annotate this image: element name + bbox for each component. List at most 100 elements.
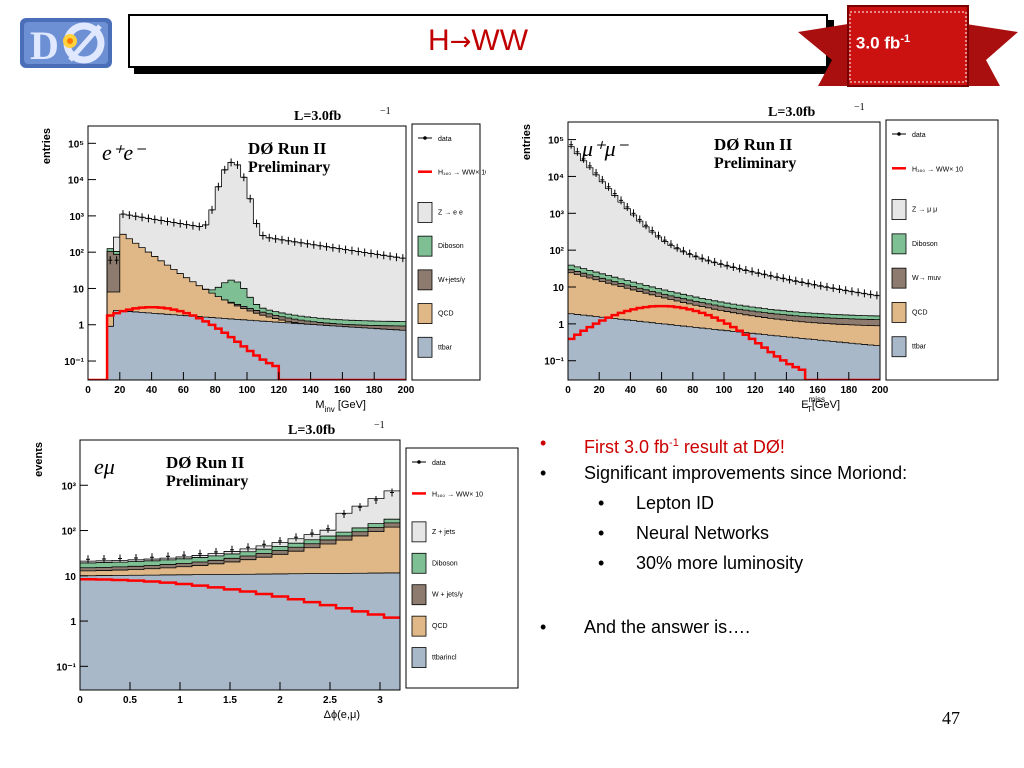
x-tick-label: 0.5	[123, 695, 137, 706]
bullet-text: Neural Networks	[636, 523, 770, 543]
status-label: Preliminary	[166, 473, 248, 490]
bullet-text: Lepton ID	[636, 493, 715, 513]
x-tick-label: 1	[177, 695, 183, 706]
svg-text:D: D	[30, 23, 59, 68]
bullet-dot: •	[598, 493, 605, 513]
x-tick-label: 160	[334, 385, 351, 396]
legend-swatch	[891, 233, 907, 255]
bullet-dot: •	[540, 433, 547, 453]
x-tick-label: 2	[277, 695, 283, 706]
y-tick-label: 10⁴	[548, 172, 564, 183]
page-number: 47	[942, 708, 960, 728]
plot-ee: 10⁵ 10⁴ 10³ 10² 10 1 10⁻¹ 0 20 40 60 80 100 120 140 160…	[36, 98, 486, 416]
d0-logo: D	[18, 14, 114, 72]
status-label: Preliminary	[248, 159, 330, 176]
plot-area	[568, 140, 880, 380]
x-tick-label: 200	[398, 385, 415, 396]
y-tick-label: 1	[558, 320, 564, 331]
plot-emu: 10³ 10² 10 1 10⁻¹ 0 0.5 1 1.5 2 2.5 3 L=3.0fb −1 eμ DØ …	[36, 412, 522, 730]
y-tick-label: 1	[70, 617, 76, 628]
x-tick-label: 120	[747, 385, 764, 396]
legend-swatch	[891, 267, 907, 289]
y-tick-label: 10	[65, 572, 77, 583]
y-tick-label: 10²	[70, 248, 85, 259]
legend-swatch	[411, 615, 427, 637]
bullet-item: • First 3.0 fb-1 result at DØ!	[540, 428, 1010, 458]
channel-label: e⁺e⁻	[102, 140, 147, 165]
channel-label: μ⁺μ⁻	[581, 136, 630, 161]
y-tick-label: 10	[73, 284, 85, 295]
x-tick-label: 140	[778, 385, 795, 396]
legend-data-dot	[897, 132, 901, 136]
y-tick-label: 10⁵	[548, 136, 564, 147]
y-axis-label: entries	[521, 124, 533, 160]
slide-title: H→WW	[427, 24, 529, 57]
lumi-label: L=3.0fb	[288, 423, 335, 438]
plot-area	[80, 488, 400, 690]
y-tick-label: 10³	[62, 481, 77, 492]
x-tick-label: 40	[625, 385, 637, 396]
x-tick-label: 200	[872, 385, 889, 396]
legend-label: Diboson	[912, 241, 938, 248]
legend-label: data	[912, 132, 926, 139]
legend-data-dot	[423, 136, 427, 140]
y-tick-label: 10⁻¹	[64, 357, 84, 368]
x-tick-label: 0	[77, 695, 83, 706]
legend-swatch	[411, 552, 427, 574]
bullet-text: Significant improvements since Moriond:	[584, 463, 908, 483]
legend-label: ttbarincl	[432, 655, 457, 662]
legend-label: Z → e e	[438, 209, 463, 216]
x-tick-label: 100	[716, 385, 733, 396]
y-tick-label: 10⁻¹	[544, 357, 564, 368]
x-tick-label: 80	[210, 385, 222, 396]
bullet-item: • Neural Networks	[540, 518, 1010, 548]
legend-label: data	[432, 460, 446, 467]
legend-swatch	[411, 521, 427, 543]
y-tick-label: 10²	[62, 527, 77, 538]
x-tick-label: 60	[656, 385, 668, 396]
plot-mumu: 10⁵ 10⁴ 10³ 10² 10 1 10⁻¹ 0 20 40 60 80 100 120 140 160…	[518, 98, 1004, 416]
x-tick-label: 100	[239, 385, 256, 396]
bullet-item	[540, 578, 1010, 612]
d0-logo-graphic: D	[20, 18, 112, 68]
x-tick-label: 0	[85, 385, 91, 396]
experiment-label: DØ Run II	[248, 139, 327, 158]
plot-frame	[79, 439, 401, 691]
bullet-item: • Significant improvements since Moriond:	[540, 458, 1010, 488]
x-axis-label: Emiss T[GeV]	[801, 395, 840, 414]
bullet-item: • And the answer is….	[540, 612, 1010, 642]
legend-label: W→ muν	[912, 275, 941, 282]
x-tick-label: 180	[840, 385, 857, 396]
legend-swatch	[411, 647, 427, 668]
y-tick-label: 10	[553, 283, 565, 294]
bullet-text: 30% more luminosity	[636, 553, 804, 573]
lumi-label: L=3.0fb	[768, 105, 815, 120]
bullet-text: First 3.0 fb-1 result at DØ!	[584, 437, 785, 457]
legend-data-dot	[417, 460, 421, 464]
x-tick-label: 20	[594, 385, 606, 396]
legend-swatch	[417, 336, 433, 358]
signal-line	[568, 304, 880, 380]
channel-label: eμ	[94, 454, 115, 479]
legend-swatch	[891, 199, 907, 220]
bullet-text: And the answer is….	[584, 617, 751, 637]
bullet-dot: •	[598, 523, 605, 543]
legend-swatch	[411, 584, 427, 606]
legend-label: QCD	[438, 311, 454, 318]
y-tick-label: 1	[78, 321, 84, 332]
legend-label: H₁₆₀ → WW× 10	[912, 166, 963, 173]
legend-label: Z → μ μ	[912, 207, 937, 214]
legend-label: H₁₆₀ → WW× 10	[438, 170, 486, 177]
ttbar-area	[568, 313, 880, 380]
legend-label: ttbar	[912, 344, 927, 351]
lumi-label-sup: −1	[854, 102, 865, 113]
x-tick-label: 0	[565, 385, 571, 396]
y-tick-label: 10³	[550, 209, 565, 220]
lumi-ribbon	[796, 0, 1024, 105]
legend-label: QCD	[432, 623, 448, 630]
experiment-label: DØ Run II	[714, 135, 793, 154]
x-tick-label: 1.5	[223, 695, 237, 706]
title-bar	[128, 14, 828, 68]
y-tick-label: 10⁵	[68, 139, 84, 150]
legend-swatch	[891, 302, 907, 323]
